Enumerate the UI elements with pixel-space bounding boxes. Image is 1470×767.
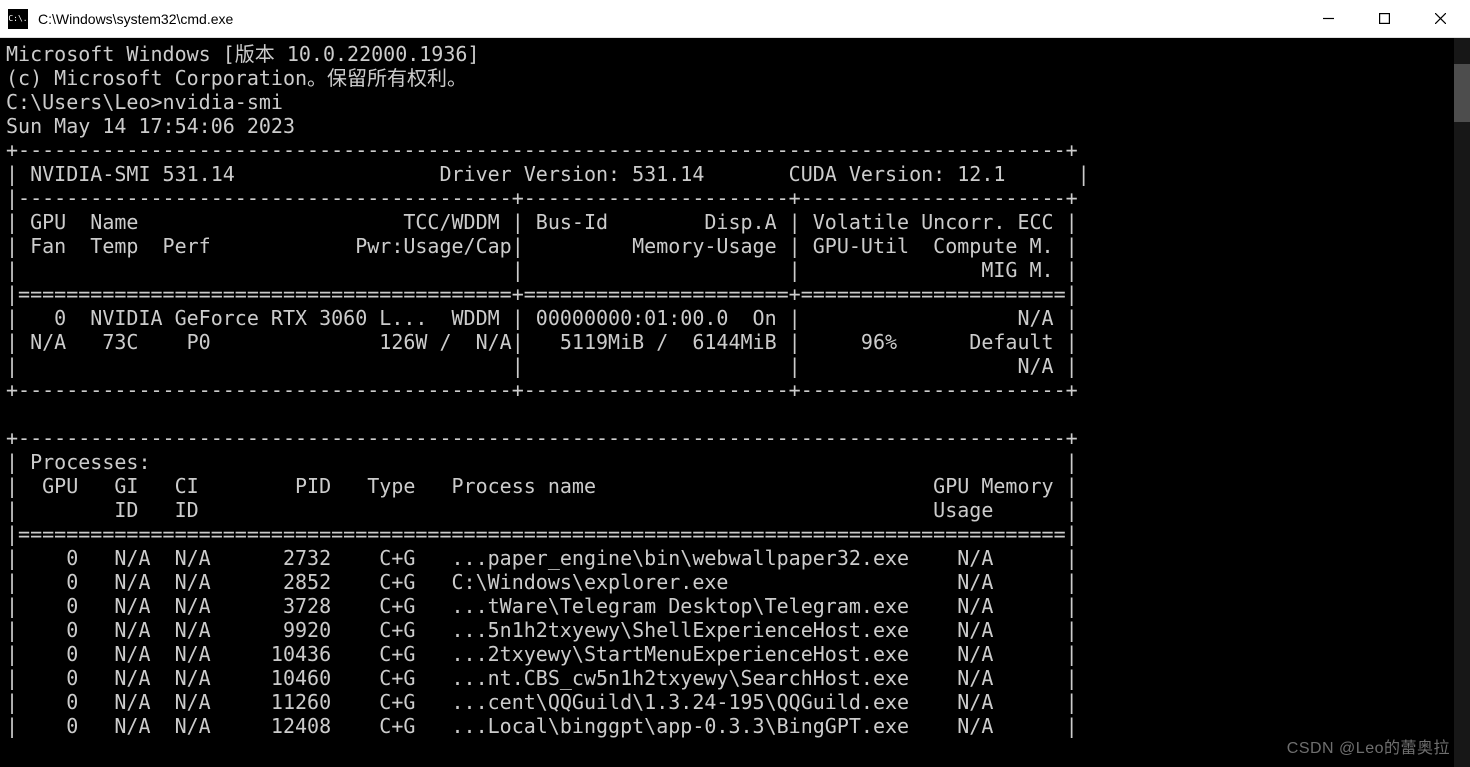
table-row: | 0 N/A N/A 10436 C+G ...2txyewy\StartMe…: [6, 642, 1448, 666]
maximize-button[interactable]: [1356, 0, 1412, 37]
smi-header2: | Fan Temp Perf Pwr:Usage/Cap| Memory-Us…: [6, 234, 1448, 258]
line-os-version: Microsoft Windows [版本 10.0.22000.1936]: [6, 42, 1448, 66]
smi-blank: [6, 402, 1448, 426]
smi-p3: | ID ID Usage |: [6, 498, 1448, 522]
smi-header3: | | | MIG M. |: [6, 258, 1448, 282]
table-row: | 0 N/A N/A 10460 C+G ...nt.CBS_cw5n1h2t…: [6, 666, 1448, 690]
cmd-icon: C:\.: [8, 9, 28, 29]
smi-header1: | GPU Name TCC/WDDM | Bus-Id Disp.A | Vo…: [6, 210, 1448, 234]
smi-gpu1: | 0 NVIDIA GeForce RTX 3060 L... WDDM | …: [6, 306, 1448, 330]
table-row: | 0 N/A N/A 2852 C+G C:\Windows\explorer…: [6, 570, 1448, 594]
line-date: Sun May 14 17:54:06 2023: [6, 114, 1448, 138]
smi-peq: |=======================================…: [6, 522, 1448, 546]
minimize-button[interactable]: [1300, 0, 1356, 37]
smi-top: +---------------------------------------…: [6, 138, 1448, 162]
window-controls: [1300, 0, 1468, 37]
scrollbar-thumb[interactable]: [1454, 64, 1470, 122]
table-row: | 0 N/A N/A 12408 C+G ...Local\binggpt\a…: [6, 714, 1448, 738]
terminal-content: Microsoft Windows [版本 10.0.22000.1936] (…: [0, 38, 1454, 742]
smi-ptop: +---------------------------------------…: [6, 426, 1448, 450]
watermark: CSDN @Leo的蕾奥拉: [1287, 737, 1450, 761]
close-button[interactable]: [1412, 0, 1468, 37]
table-row: | 0 N/A N/A 9920 C+G ...5n1h2txyewy\Shel…: [6, 618, 1448, 642]
smi-p2: | GPU GI CI PID Type Process name GPU Me…: [6, 474, 1448, 498]
smi-version: | NVIDIA-SMI 531.14 Driver Version: 531.…: [6, 162, 1448, 186]
line-prompt: C:\Users\Leo>nvidia-smi: [6, 90, 1448, 114]
line-copyright: (c) Microsoft Corporation。保留所有权利。: [6, 66, 1448, 90]
smi-gpu3: | | | N/A |: [6, 354, 1448, 378]
smi-gpu2: | N/A 73C P0 126W / N/A| 5119MiB / 6144M…: [6, 330, 1448, 354]
smi-p1: | Processes: |: [6, 450, 1448, 474]
scrollbar[interactable]: [1454, 38, 1470, 767]
smi-heq: |=======================================…: [6, 282, 1448, 306]
smi-hsep: |---------------------------------------…: [6, 186, 1448, 210]
smi-gsep: +---------------------------------------…: [6, 378, 1448, 402]
terminal[interactable]: Microsoft Windows [版本 10.0.22000.1936] (…: [0, 38, 1470, 767]
table-row: | 0 N/A N/A 11260 C+G ...cent\QQGuild\1.…: [6, 690, 1448, 714]
window-title: C:\Windows\system32\cmd.exe: [38, 11, 1300, 27]
table-row: | 0 N/A N/A 3728 C+G ...tWare\Telegram D…: [6, 594, 1448, 618]
table-row: | 0 N/A N/A 2732 C+G ...paper_engine\bin…: [6, 546, 1448, 570]
titlebar: C:\. C:\Windows\system32\cmd.exe: [0, 0, 1470, 38]
